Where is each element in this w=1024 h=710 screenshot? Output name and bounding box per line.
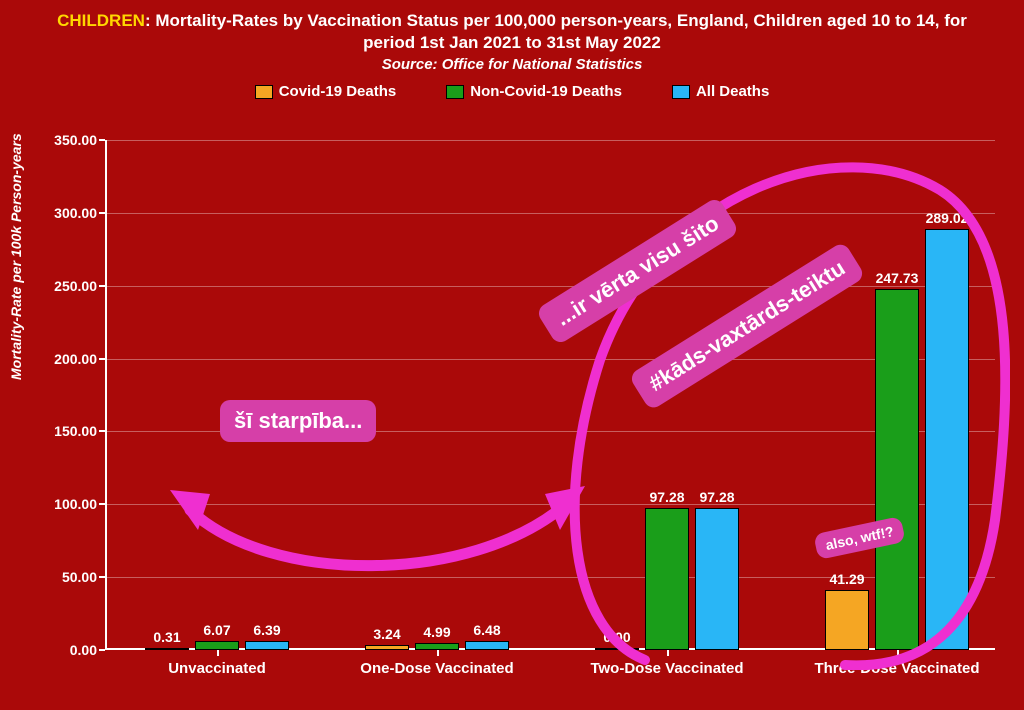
bar: 0.00 [595,648,639,650]
bar-group: 0.316.076.39Unvaccinated [145,641,289,650]
y-tick-label: 50.00 [27,569,97,585]
bar-value-label: 97.28 [699,489,734,505]
legend-item-covid: Covid-19 Deaths [255,83,397,100]
legend: Covid-19 Deaths Non-Covid-19 Deaths All … [0,83,1024,100]
bar-value-label: 41.29 [829,571,864,587]
bar: 289.02 [925,229,969,650]
y-tick-mark [99,503,105,505]
y-tick-mark [99,139,105,141]
bar-value-label: 289.02 [926,210,969,226]
y-tick-label: 0.00 [27,642,97,658]
bar: 4.99 [415,643,459,650]
y-tick-mark [99,576,105,578]
plot-area: 0.0050.00100.00150.00200.00250.00300.003… [105,140,995,650]
annotation-text-1: šī starpība... [220,400,376,442]
x-tick-mark [217,650,219,656]
legend-swatch [672,85,690,99]
y-tick-label: 150.00 [27,423,97,439]
y-axis [105,140,107,650]
grid-line [105,140,995,141]
bar: 6.39 [245,641,289,650]
y-tick-label: 300.00 [27,205,97,221]
x-tick-mark [437,650,439,656]
legend-label: Non-Covid-19 Deaths [470,83,622,100]
legend-item-all: All Deaths [672,83,769,100]
bar: 6.48 [465,641,509,650]
bar: 97.28 [695,508,739,650]
bar-value-label: 6.07 [203,622,230,638]
y-axis-label: Mortality-Rate per 100k Person-years [8,133,24,380]
bar-value-label: 4.99 [423,624,450,640]
y-tick-mark [99,358,105,360]
bar-value-label: 3.24 [373,626,400,642]
x-tick-mark [667,650,669,656]
category-label: Three-Dose Vaccinated [814,660,979,677]
legend-swatch [255,85,273,99]
y-tick-label: 200.00 [27,351,97,367]
bar-group: 3.244.996.48One-Dose Vaccinated [365,641,509,650]
bar-group: 0.0097.2897.28Two-Dose Vaccinated [595,508,739,650]
bar: 97.28 [645,508,689,650]
title-rest: : Mortality-Rates by Vaccination Status … [145,11,967,52]
bar-value-label: 6.39 [253,622,280,638]
legend-item-noncovid: Non-Covid-19 Deaths [446,83,622,100]
category-label: Two-Dose Vaccinated [590,660,743,677]
bar: 6.07 [195,641,239,650]
category-label: Unvaccinated [168,660,266,677]
bar-value-label: 0.31 [153,629,180,645]
category-label: One-Dose Vaccinated [360,660,513,677]
y-tick-mark [99,649,105,651]
y-tick-label: 250.00 [27,278,97,294]
source-line: Source: Office for National Statistics [40,56,984,73]
bar-value-label: 97.28 [649,489,684,505]
title-block: CHILDREN: Mortality-Rates by Vaccination… [0,0,1024,77]
bar: 0.31 [145,648,189,650]
y-tick-mark [99,430,105,432]
bar-value-label: 247.73 [876,270,919,286]
bar-value-label: 0.00 [603,629,630,645]
legend-label: All Deaths [696,83,769,100]
y-tick-label: 100.00 [27,496,97,512]
chart-title: CHILDREN: Mortality-Rates by Vaccination… [40,10,984,54]
bar-group: 41.29247.73289.02Three-Dose Vaccinated [825,229,969,650]
bar: 41.29 [825,590,869,650]
bar: 3.24 [365,645,409,650]
grid-line [105,213,995,214]
legend-swatch [446,85,464,99]
bar: 247.73 [875,289,919,650]
y-tick-label: 350.00 [27,132,97,148]
x-tick-mark [897,650,899,656]
y-tick-mark [99,285,105,287]
bar-value-label: 6.48 [473,622,500,638]
legend-label: Covid-19 Deaths [279,83,397,100]
title-highlight: CHILDREN [57,11,145,30]
y-tick-mark [99,212,105,214]
